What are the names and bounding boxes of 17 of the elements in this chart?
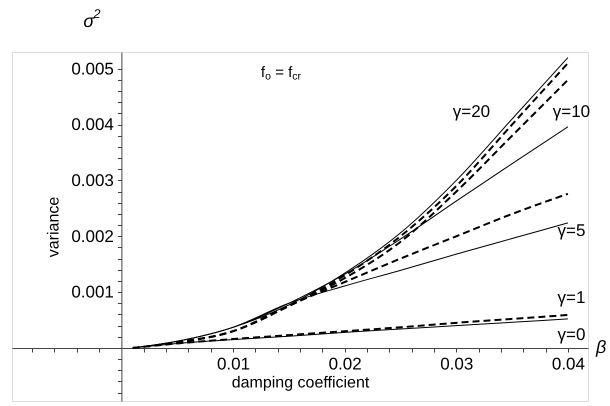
annotation: γ=20 [452, 102, 490, 121]
x-axis-title: damping coefficient [232, 374, 370, 392]
y-tick-label: 0.005 [71, 59, 114, 78]
y-tick-label: 0.002 [71, 226, 114, 246]
x-tick-label: 0.02 [328, 354, 362, 374]
annotation: γ=0 [558, 325, 586, 344]
text: β [595, 336, 606, 357]
x-tick-label: 0.04 [552, 354, 585, 374]
annotation: γ=10 [552, 102, 590, 121]
y-axis-title: variance [45, 196, 62, 258]
annotation: γ=1 [558, 288, 586, 307]
y-tick-label: 0.004 [71, 115, 114, 134]
y-tick-label: 0.001 [71, 282, 114, 302]
annotation: γ=5 [558, 221, 586, 240]
x-tick-label: 0.03 [440, 354, 474, 374]
y-tick-label: 0.003 [71, 170, 114, 190]
x-tick-label: 0.01 [216, 354, 250, 374]
